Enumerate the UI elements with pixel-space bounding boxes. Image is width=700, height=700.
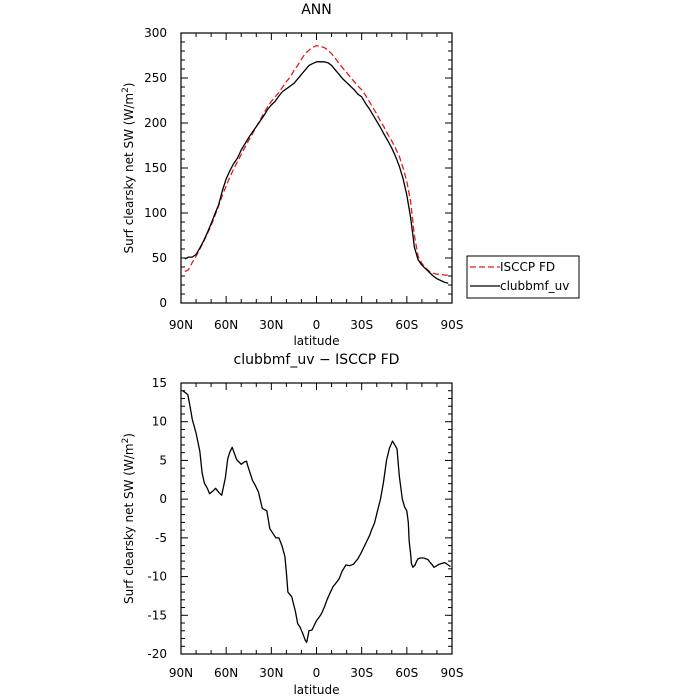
y-tick-label: 10 xyxy=(152,415,167,429)
y-tick-label: -10 xyxy=(147,570,167,584)
legend-label: clubbmf_uv xyxy=(500,279,569,293)
legend-box xyxy=(466,255,580,299)
chart-panel-1: ANN 90N 60N 30N 0 30S 60S 90S 0 50 100 150 200 250 300… xyxy=(121,2,580,348)
y-tick-label: 100 xyxy=(144,206,167,220)
y-tick-label: 300 xyxy=(144,26,167,40)
y-axis-label: Surf clearsky net SW (W/m2) xyxy=(121,83,136,254)
x-tick-label: 90S xyxy=(441,318,464,332)
y-tick-label: 250 xyxy=(144,71,167,85)
x-tick-label: 60N xyxy=(214,318,238,332)
y-tick-label: 0 xyxy=(159,492,167,506)
x-tick-label: 30S xyxy=(350,318,373,332)
y-tick-label: 15 xyxy=(152,376,167,390)
x-tick-label: 60S xyxy=(395,318,418,332)
y-tick-label: -15 xyxy=(147,608,167,622)
chart-title: ANN xyxy=(301,2,332,18)
y-axis-label-text: Surf clearsky net SW (W/m xyxy=(122,443,136,604)
x-tick-label: 0 xyxy=(313,666,321,680)
chart-panel-2: clubbmf_uv − ISCCP FD 90N 60N 30N 0 30S 60S 90S… xyxy=(121,352,463,697)
series-line-clubbmf-uv xyxy=(184,61,449,284)
y-axis-label-superscript: 2 xyxy=(121,438,131,444)
y-axis-label: Surf clearsky net SW (W/m2) xyxy=(121,433,136,604)
x-tick-label: 0 xyxy=(313,318,321,332)
x-axis-label: latitude xyxy=(293,334,339,348)
x-tick-label: 30N xyxy=(259,318,283,332)
x-tick-label: 90S xyxy=(441,666,464,680)
x-tick-label: 30N xyxy=(259,666,283,680)
y-tick-label: -5 xyxy=(155,531,167,545)
x-axis-label: latitude xyxy=(293,683,339,697)
y-axis-label-close: ) xyxy=(122,433,136,438)
series-line-diff-0 xyxy=(182,390,451,644)
series-line-isccp-fd xyxy=(184,44,449,276)
x-tick-label: 60N xyxy=(214,666,238,680)
y-tick-label: 200 xyxy=(144,116,167,130)
x-tick-label: 90N xyxy=(169,666,193,680)
y-tick-label: -20 xyxy=(147,647,167,661)
y-tick-label: 150 xyxy=(144,161,167,175)
x-tick-label: 60S xyxy=(395,666,418,680)
y-tick-label: 0 xyxy=(159,296,167,310)
y-axis-label-text: Surf clearsky net SW (W/m xyxy=(122,93,136,254)
legend-label: ISCCP FD xyxy=(500,260,555,274)
x-tick-label: 90N xyxy=(169,318,193,332)
chart-title: clubbmf_uv − ISCCP FD xyxy=(234,352,400,368)
y-axis-label-close: ) xyxy=(122,83,136,88)
y-tick-label: 50 xyxy=(152,251,167,265)
y-tick-label: 5 xyxy=(159,453,167,467)
legend: ISCCP FD clubbmf_uv xyxy=(466,255,580,299)
x-tick-label: 30S xyxy=(350,666,373,680)
y-axis-label-superscript: 2 xyxy=(121,87,131,93)
